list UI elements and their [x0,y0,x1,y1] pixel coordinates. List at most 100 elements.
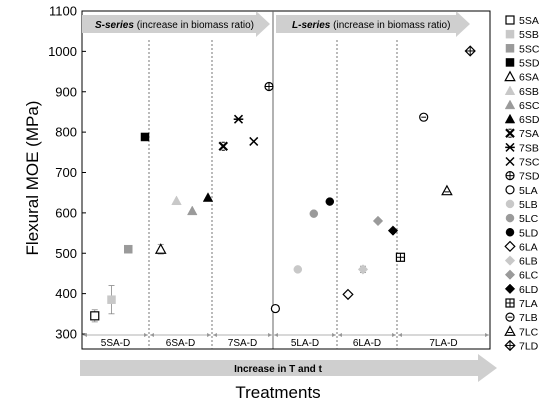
legend-marker-6lc [504,269,516,280]
plot-border [81,10,491,350]
legend: 5SA 5SB 5SC 5SD 6SA 6SB 6SC 6SD 7SA 7SB 7SC 7SD 5LA 5… [504,15,540,352]
legend-marker-6sc [504,99,516,110]
group-label: 7LA-D [429,338,457,349]
legend-label-5la: 5LA [519,185,538,197]
legend-marker-5ld [505,228,515,237]
point-5la [270,303,280,314]
x-axis-label: Treatments [235,383,320,402]
legend-label-7sa: 7SA [519,128,539,140]
s-series-banner-text: S-series (increase in biomass ratio) [95,20,254,31]
legend-label-5sb: 5SB [519,29,539,41]
group-label: 5LA-D [291,338,319,349]
series-banners: S-series (increase in biomass ratio) L-s… [82,11,470,37]
point-5sc [124,244,133,254]
legend-label-6sa: 6SA [519,72,539,84]
group-span-arrow-right [332,333,336,337]
legend-label-6lb: 6LB [519,256,538,268]
s-series-rest: (increase in biomass ratio) [134,20,254,31]
legend-marker-6lb [504,255,516,266]
group-span-arrow-right [268,333,272,337]
point-6lb [357,264,369,275]
legend-marker-6sa [504,70,516,82]
l-series-label: L-series [292,20,331,31]
legend-marker-7la [505,298,515,308]
group-span-arrow-left [150,333,154,337]
legend-label-7sd: 7SD [519,171,540,183]
group-label: 5SA-D [101,338,130,349]
point-7ld [464,45,476,57]
legend-marker-7sa [505,128,515,138]
l-series-banner-text: L-series (increase in biomass ratio) [292,20,450,31]
legend-marker-5lb [505,199,515,209]
legend-label-6lc: 6LC [519,270,539,282]
legend-marker-7lb [505,312,515,322]
s-series-banner-arrow [82,11,270,37]
point-5lb [293,265,303,274]
group-span-arrow-left [83,333,87,337]
legend-label-6la: 6LA [519,241,538,253]
group-label: 6LA-D [353,338,381,349]
legend-marker-7ld [504,339,516,352]
group-label: 6SA-D [166,338,195,349]
point-7sa [218,141,229,152]
legend-label-5sa: 5SA [519,15,539,27]
point-6sa [154,243,167,254]
treatment-increase-arrow: Increase in T and t [80,354,497,382]
y-tick-label: 400 [55,286,77,301]
point-6la [342,288,354,301]
y-axis: 300 400 500 600 700 800 900 1000 1100 [48,4,86,342]
group-span-arrow-right [392,333,396,337]
legend-marker-7sd [505,171,515,181]
legend-marker-6sb [504,85,516,95]
y-tick-label: 300 [55,327,77,342]
group-span-arrow-right [485,333,489,337]
legend-label-5sd: 5SD [519,57,540,69]
legend-label-6ld: 6LD [519,284,539,296]
point-7la [395,252,406,262]
s-series-label: S-series [95,20,134,31]
legend-label-6sc: 6SC [519,100,540,112]
data-points [90,45,476,323]
legend-label-7lc: 7LC [519,326,539,338]
point-7lc [441,184,453,196]
y-tick-label: 1100 [49,4,77,19]
legend-label-5ld: 5LD [519,227,539,239]
group-dividers [148,40,398,349]
legend-marker-7sb [505,142,515,152]
group-span-arrow-right [144,333,148,337]
legend-marker-5sa [505,15,515,25]
point-5ld [325,197,335,206]
point-6sc [187,205,198,216]
y-axis-label: Flexural MOE (MPa) [23,101,42,256]
group-span-arrow-left [338,333,342,337]
legend-marker-6ld [504,283,516,295]
point-7sb [233,114,244,124]
legend-label-6sd: 6SD [519,114,540,126]
point-7lb [419,112,429,122]
group-span-arrow-left [213,333,217,337]
group-span-arrow-right [207,333,211,337]
legend-marker-5sd [505,58,515,67]
legend-marker-7sc [505,156,515,167]
point-5sd [140,132,150,142]
point-6lc [372,215,384,227]
legend-marker-6sd [504,113,516,124]
point-5lc [309,209,319,218]
legend-marker-5sc [505,44,515,53]
legend-label-7ld: 7LD [519,340,539,352]
legend-label-7la: 7LA [519,298,538,310]
legend-label-5lb: 5LB [519,199,538,211]
point-6ld [387,225,399,236]
legend-marker-5lc [505,213,515,223]
y-tick-label: 700 [55,165,77,180]
group-span-arrow-left [398,333,402,337]
x-arrow-shape [80,354,497,382]
point-6sd [202,192,214,202]
y-tick-label: 800 [55,125,77,140]
y-tick-label: 900 [55,84,77,99]
x-arrow-label: Increase in T and t [234,364,322,375]
point-5sa [90,311,100,321]
legend-label-7sc: 7SC [519,157,540,169]
y-tick-label: 1000 [48,44,77,59]
